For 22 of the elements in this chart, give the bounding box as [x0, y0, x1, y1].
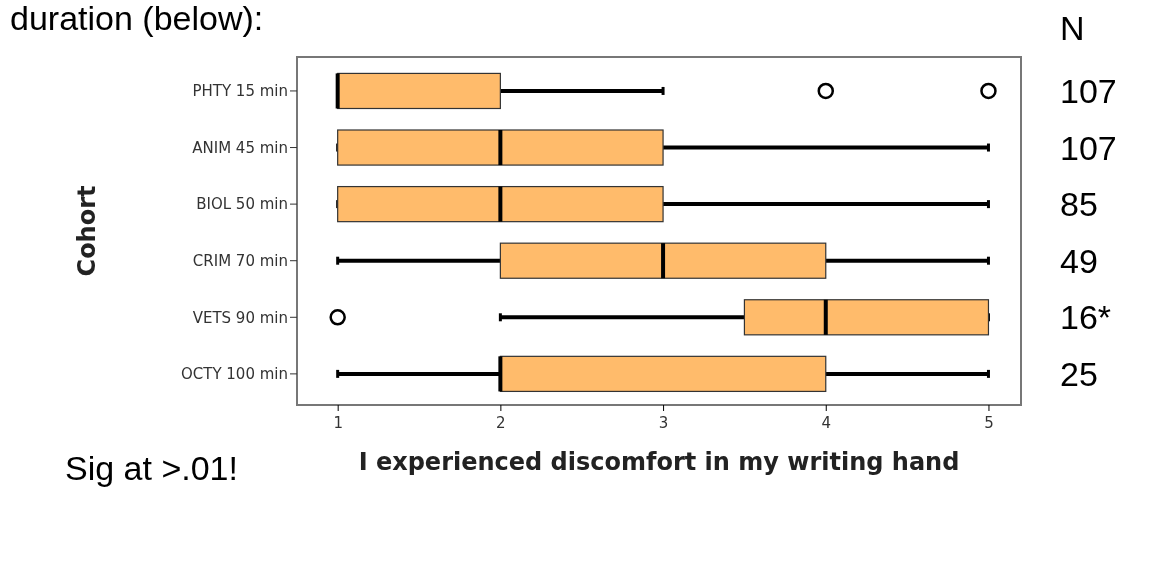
- text: duration (below):: [10, 0, 264, 37]
- y-tick-label: BIOL 50 min: [196, 195, 288, 214]
- y-tick-label: CRIM 70 min: [192, 251, 288, 270]
- text: 16*: [1060, 298, 1112, 337]
- text: 107: [1060, 128, 1117, 167]
- text: 85: [1060, 185, 1098, 224]
- x-tick-label: 2: [496, 413, 506, 432]
- text: Sig at >.01!: [65, 449, 238, 487]
- text: 107: [1060, 71, 1117, 110]
- x-tick-label: 5: [984, 413, 994, 432]
- y-axis-title: Cohort: [73, 185, 101, 277]
- x-tick-label: 1: [333, 413, 343, 432]
- y-tick-label: OCTY 100 min: [180, 365, 288, 384]
- y-tick-label: PHTY 15 min: [192, 82, 288, 101]
- y-tick-label: ANIM 45 min: [192, 138, 288, 157]
- text: N: [1060, 9, 1085, 47]
- x-axis-title: I experienced discomfort in my writing hand: [358, 448, 960, 476]
- text: 25: [1060, 354, 1098, 393]
- y-tick-label: VETS 90 min: [192, 308, 288, 327]
- x-tick-label: 4: [821, 413, 832, 432]
- text: 49: [1060, 241, 1098, 280]
- x-tick-label: 3: [658, 413, 669, 432]
